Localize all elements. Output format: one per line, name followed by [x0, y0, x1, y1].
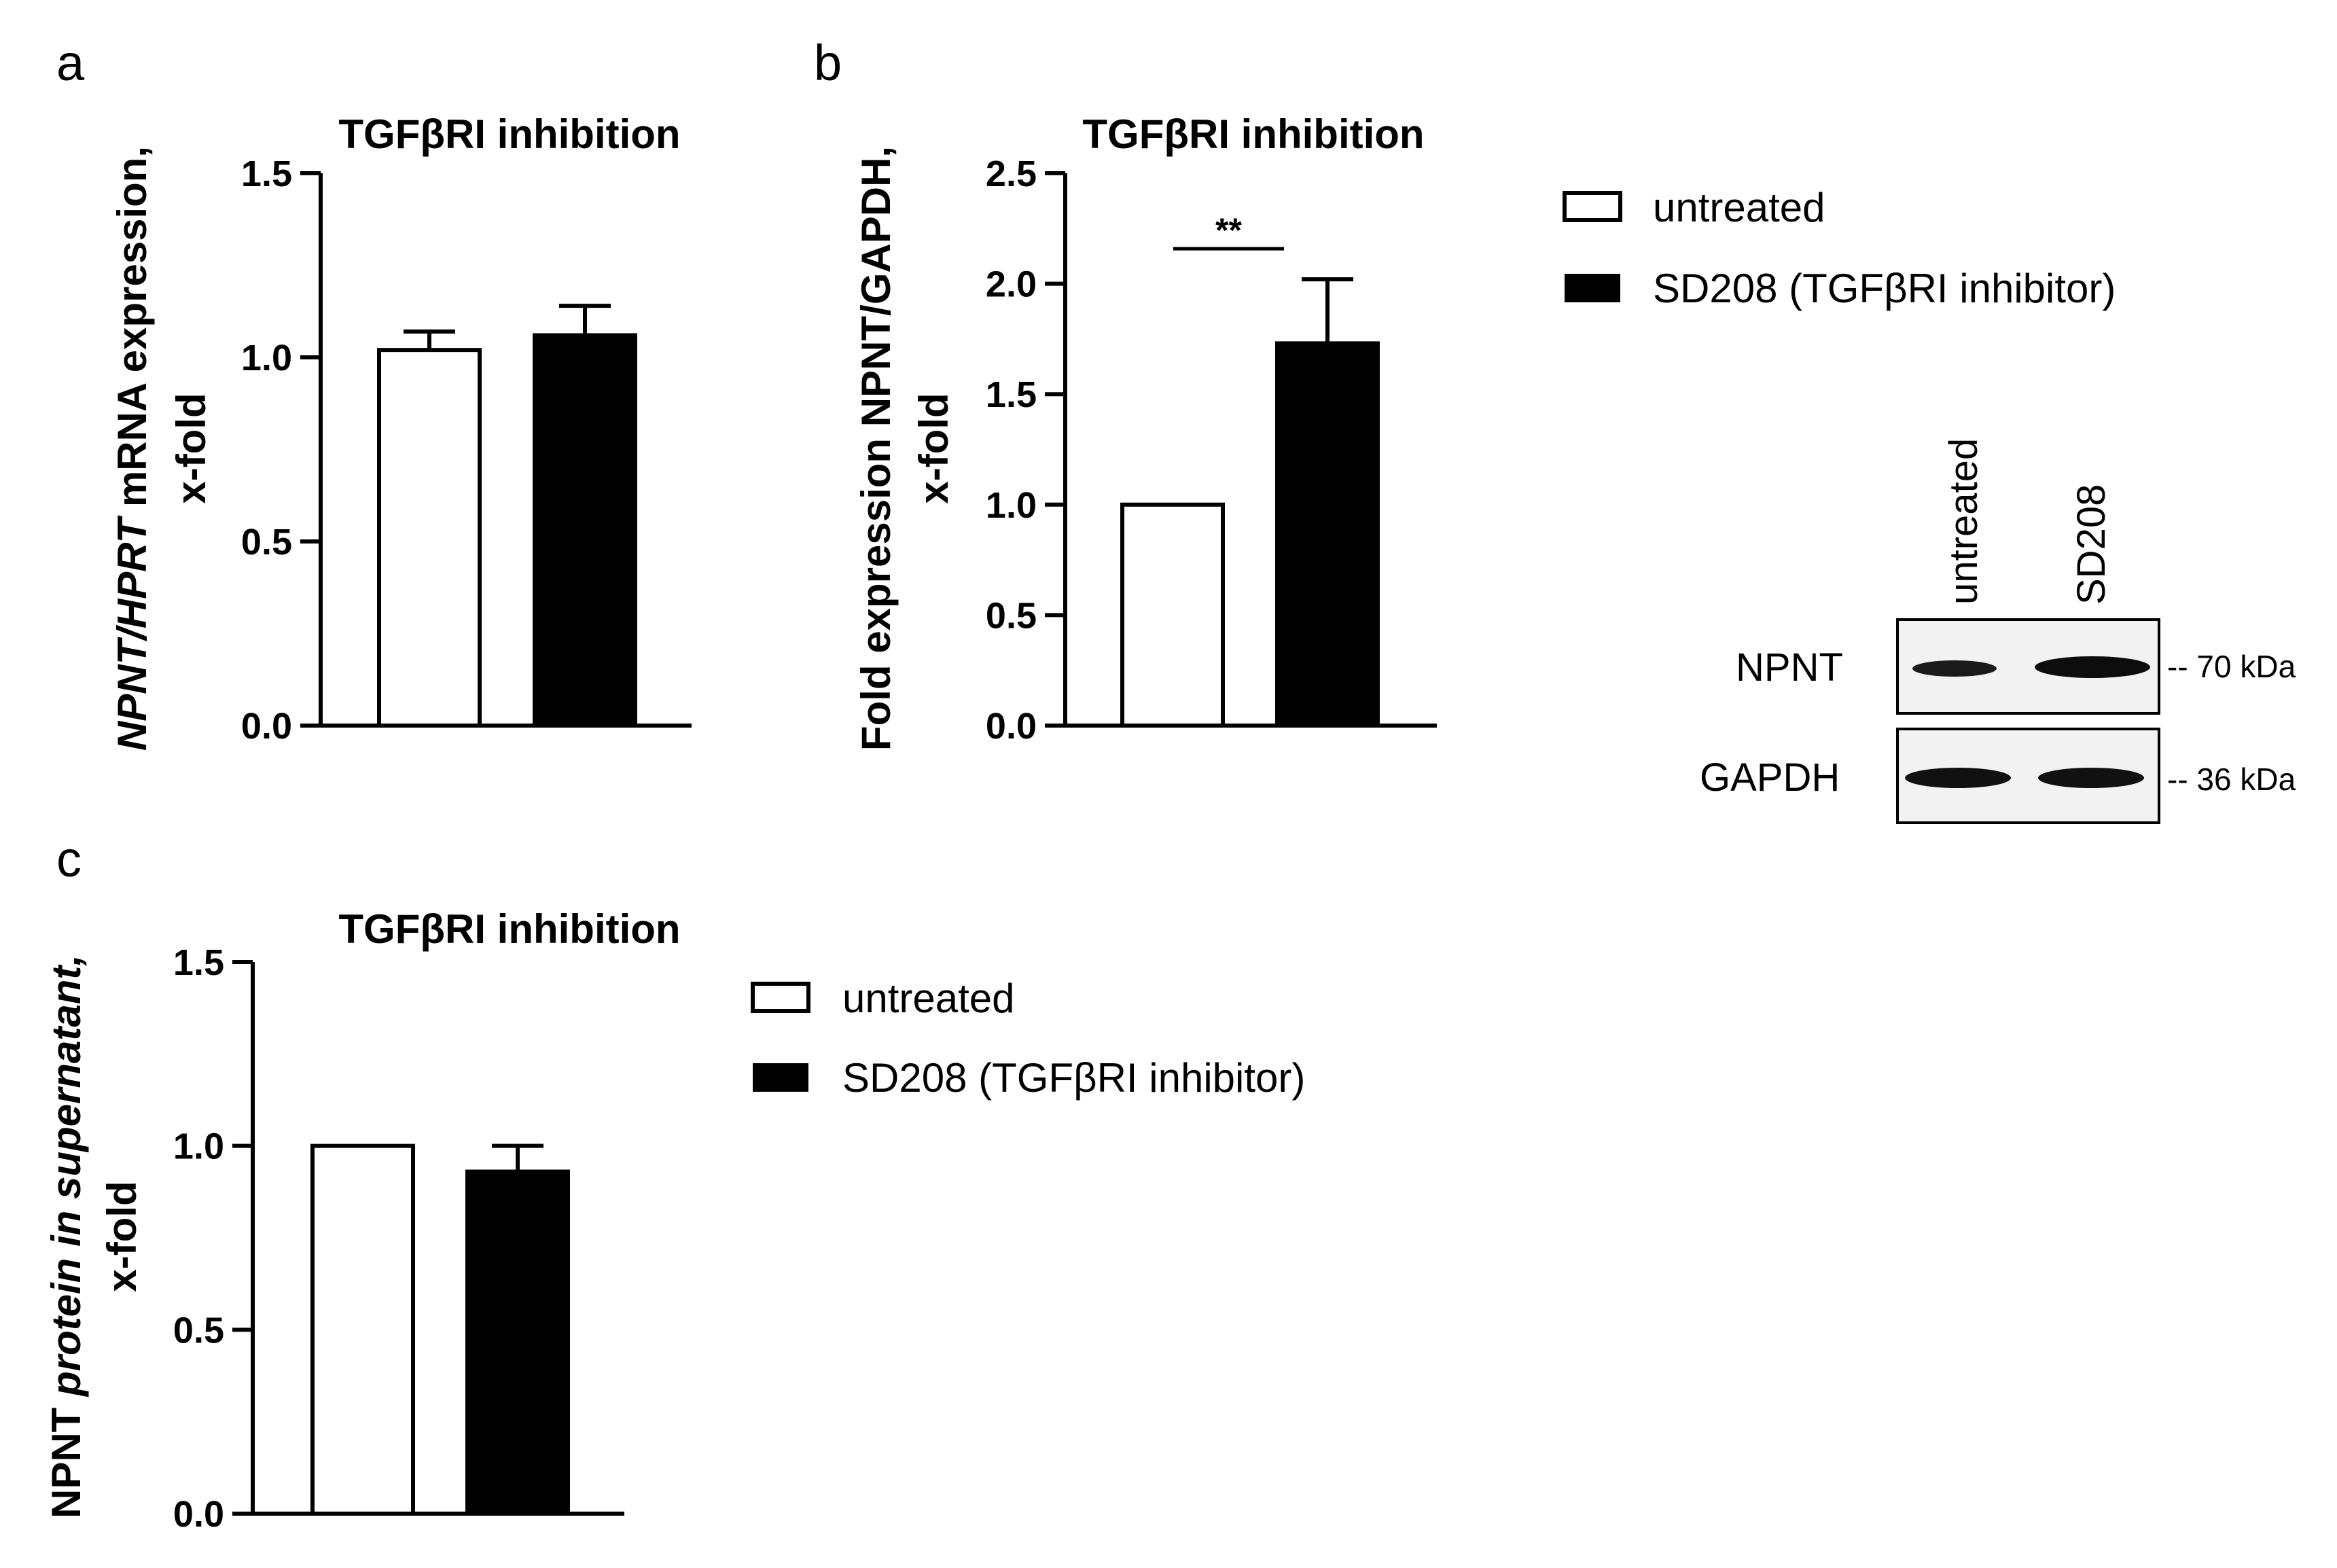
blot-band-npnt-sd208: [2035, 656, 2150, 678]
bar-b-untreated: [1120, 502, 1225, 728]
panel-letter-c: c: [56, 831, 82, 887]
legend-top-label-untreated: untreated: [1653, 185, 1825, 230]
legend-bottom-swatch-untreated: [751, 982, 810, 1013]
y-tick-label-c: 1.5: [173, 942, 224, 983]
y-tick-label-b: 0.5: [986, 595, 1037, 636]
y-tick-label-a: 0.5: [241, 522, 292, 563]
y-tick-label-b: 0.0: [986, 706, 1037, 747]
y-tick-label-a: 0.0: [241, 706, 292, 747]
significance-label: **: [1215, 211, 1242, 249]
legend-bottom-label-untreated: untreated: [842, 976, 1015, 1021]
legend-bottom-swatch-sd208: [753, 1063, 808, 1092]
bar-a-untreated: [377, 348, 482, 728]
y-axis-label-line2-b: x-fold: [911, 393, 957, 503]
legend-top-swatch-sd208: [1565, 274, 1620, 302]
chart-title-a: TGFβRI inhibition: [338, 111, 680, 157]
y-axis-label-b: Fold expression NPNT/GAPDH,: [853, 146, 899, 751]
panel-letter-b: b: [814, 35, 842, 91]
legend-bottom-label-sd208: SD208 (TGFβRI inhibitor): [842, 1055, 1305, 1101]
bar-b-sd208: [1275, 341, 1380, 728]
chart-title-c: TGFβRI inhibition: [338, 906, 680, 952]
bar-c-untreated: [310, 1143, 415, 1516]
legend-bottom: untreated SD208 (TGFβRI inhibitor): [751, 976, 1305, 1101]
legend-top: untreated SD208 (TGFβRI inhibitor): [1563, 185, 2116, 311]
y-tick-label-c: 0.0: [173, 1494, 224, 1535]
y-axis-label-c: NPNT protein in supernatant,: [43, 955, 89, 1518]
blot-row-label-gapdh: GAPDH: [1700, 755, 1840, 800]
chart-c: TGFβRI inhibition 0.0 0.5 1.0 1.5 NPNT protei…: [43, 906, 681, 1535]
legend-top-label-sd208: SD208 (TGFβRI inhibitor): [1653, 266, 2116, 311]
y-tick-label-c: 0.5: [173, 1310, 224, 1351]
bar-c-sd208: [465, 1169, 570, 1516]
y-tick-label-b: 1.5: [986, 374, 1037, 415]
y-tick-label-b: 2.0: [986, 264, 1037, 305]
blot-lane-label-untreated: untreated: [1942, 438, 1986, 605]
blot-marker-gapdh: -- 36 kDa: [2167, 762, 2296, 797]
blot-lane-label-sd208: SD208: [2069, 484, 2113, 605]
chart-title-b: TGFβRI inhibition: [1082, 111, 1424, 157]
blot-row-label-npnt: NPNT: [1736, 645, 1843, 690]
western-blot: untreated SD208 NPNT -- 70 kDa GAPDH -- …: [1700, 438, 2296, 824]
blot-band-gapdh-untreated: [1905, 768, 2011, 788]
blot-band-npnt-untreated: [1912, 660, 1997, 677]
y-axis-label-line2-a: x-fold: [168, 393, 214, 503]
y-tick-label-a: 1.5: [241, 154, 292, 194]
y-tick-label-b: 1.0: [986, 485, 1037, 526]
y-tick-label-a: 1.0: [241, 338, 292, 378]
y-axis-label-a: NPNT/HPRT mRNA expression,: [109, 146, 155, 751]
bar-a-sd208: [533, 333, 637, 728]
legend-top-swatch-untreated: [1563, 191, 1622, 222]
y-axis-label-line2-c: x-fold: [99, 1181, 145, 1291]
blot-band-gapdh-sd208: [2038, 768, 2144, 788]
y-tick-label-c: 1.0: [173, 1126, 224, 1167]
chart-b: TGFβRI inhibition 0.0 0.5 1.0 1.5 2.0 2.5 ** Fol…: [853, 111, 1437, 751]
panel-letter-a: a: [56, 35, 85, 91]
blot-marker-npnt: -- 70 kDa: [2167, 649, 2296, 684]
chart-a: TGFβRI inhibition 0.0 0.5 1.0 1.5 NPNT/HPRT m…: [109, 111, 692, 751]
y-tick-label-b: 2.5: [986, 154, 1037, 194]
